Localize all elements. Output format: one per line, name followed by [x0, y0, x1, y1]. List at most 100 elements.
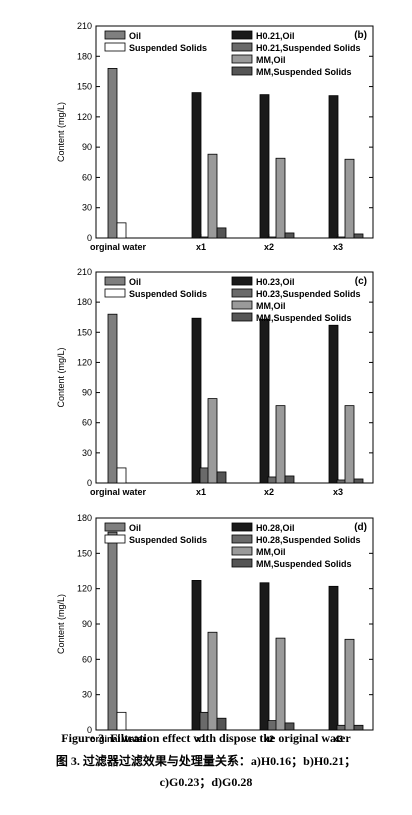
legend-label: MM,Oil	[256, 55, 286, 65]
legend-label: H0.21,Oil	[256, 31, 295, 41]
bar-mm_oil-3	[344, 405, 355, 484]
legend-swatch	[231, 312, 253, 322]
bar-mm_ss-1	[216, 471, 227, 484]
legend-swatch	[231, 300, 253, 310]
y-tick-label: 210	[77, 21, 92, 31]
panel-label: (c)	[355, 276, 367, 287]
y-tick-label: 180	[77, 297, 92, 307]
bar-mm_oil-2	[275, 405, 286, 484]
y-tick-label: 90	[82, 388, 92, 398]
bar-h_oil-2	[259, 318, 270, 484]
y-axis-label: Content (mg/L)	[56, 347, 66, 407]
x-tick-label: x1	[196, 487, 206, 497]
legend-swatch	[231, 276, 253, 286]
bar-ss-0	[116, 222, 127, 239]
x-tick-label: orginal water	[90, 734, 147, 744]
y-tick-label: 90	[82, 619, 92, 629]
chart-panel-2: 0 30 60 90 120 150 180 210 Content (mg/L) orginal…	[56, 267, 374, 497]
bar-mm_ss-2	[284, 232, 295, 239]
figure-caption-english: Figure 3. Filtration effect with dispose…	[61, 731, 351, 745]
legend-label: H0.23,Suspended Solids	[256, 289, 361, 299]
y-tick-label: 210	[77, 267, 92, 277]
panel-label: (b)	[354, 30, 367, 41]
legend-label: H0.21,Suspended Solids	[256, 43, 361, 53]
bar-mm_oil-1	[207, 631, 218, 731]
bar-h_oil-1	[191, 92, 202, 239]
bar-mm_oil-1	[207, 153, 218, 239]
x-tick-label: x1	[196, 734, 206, 744]
bar-mm_oil-1	[207, 398, 218, 484]
y-tick-label: 60	[82, 418, 92, 428]
legend-label: H0.28,Suspended Solids	[256, 535, 361, 545]
x-tick-label: x3	[333, 242, 343, 252]
bar-mm_ss-1	[216, 717, 227, 731]
legend-swatch	[104, 42, 126, 52]
y-tick-label: 120	[77, 112, 92, 122]
y-tick-label: 180	[77, 513, 92, 523]
legend-swatch	[231, 288, 253, 298]
bar-ss-0	[116, 467, 127, 484]
bar-oil-0	[107, 313, 118, 484]
legend-swatch	[231, 522, 253, 532]
bar-h_oil-2	[259, 582, 270, 731]
y-tick-label: 0	[87, 478, 92, 488]
x-tick-label: x2	[264, 242, 274, 252]
legend-label: MM,Oil	[256, 547, 286, 557]
legend-swatch	[104, 288, 126, 298]
y-tick-label: 90	[82, 142, 92, 152]
y-axis-label: Content (mg/L)	[56, 594, 66, 654]
chart-panel-3: 0 30 60 90 120 150 180 Content (mg/L) orginal wa…	[56, 513, 374, 744]
legend-label: MM,Suspended Solids	[256, 67, 352, 77]
figure-caption-chinese-line-2: c)G0.23；d)G0.28	[159, 775, 253, 789]
y-tick-label: 180	[77, 51, 92, 61]
legend-label: H0.28,Oil	[256, 523, 295, 533]
legend-label: MM,Suspended Solids	[256, 559, 352, 569]
bar-mm_ss-3	[353, 724, 364, 731]
bar-h_oil-1	[191, 317, 202, 484]
chart-panel-1: 0 30 60 90 120 150 180 210 Content (mg/L) orginal…	[56, 21, 374, 252]
bar-mm_oil-3	[344, 638, 355, 731]
y-tick-label: 30	[82, 203, 92, 213]
bar-oil-0	[107, 531, 118, 731]
y-tick-label: 120	[77, 357, 92, 367]
legend-swatch	[104, 276, 126, 286]
legend-swatch	[231, 42, 253, 52]
legend-swatch	[231, 558, 253, 568]
legend-label: Suspended Solids	[129, 535, 207, 545]
bar-mm_oil-3	[344, 158, 355, 239]
bar-h_oil-1	[191, 580, 202, 731]
bar-mm_ss-2	[284, 475, 295, 484]
legend-swatch	[231, 30, 253, 40]
x-tick-label: orginal water	[90, 487, 147, 497]
x-tick-label: x1	[196, 242, 206, 252]
legend-swatch	[231, 66, 253, 76]
legend-swatch	[104, 534, 126, 544]
panel-label: (d)	[354, 522, 367, 533]
y-tick-label: 0	[87, 233, 92, 243]
bar-mm_oil-2	[275, 637, 286, 731]
legend-label: Oil	[129, 523, 141, 533]
y-tick-label: 150	[77, 82, 92, 92]
y-tick-label: 30	[82, 690, 92, 700]
legend-swatch	[231, 534, 253, 544]
y-tick-label: 150	[77, 548, 92, 558]
plot-frame	[95, 271, 374, 484]
x-tick-label: orginal water	[90, 242, 147, 252]
bar-mm_ss-1	[216, 227, 227, 239]
y-tick-label: 60	[82, 654, 92, 664]
bar-mm_ss-3	[353, 478, 364, 484]
legend-label: MM,Suspended Solids	[256, 313, 352, 323]
x-tick-label: x3	[333, 734, 343, 744]
y-tick-label: 30	[82, 448, 92, 458]
legend-label: H0.23,Oil	[256, 277, 295, 287]
bar-ss-0	[116, 711, 127, 731]
bar-h_oil-3	[328, 585, 339, 731]
y-tick-label: 60	[82, 172, 92, 182]
x-tick-label: x2	[264, 487, 274, 497]
y-axis-label: Content (mg/L)	[56, 102, 66, 162]
legend-swatch	[231, 54, 253, 64]
figure-caption-chinese-line-1: 图 3. 过滤器过滤效果与处理量关系：a)H0.16；b)H0.21；	[55, 754, 357, 768]
legend-swatch	[104, 30, 126, 40]
bar-oil-0	[107, 68, 118, 239]
